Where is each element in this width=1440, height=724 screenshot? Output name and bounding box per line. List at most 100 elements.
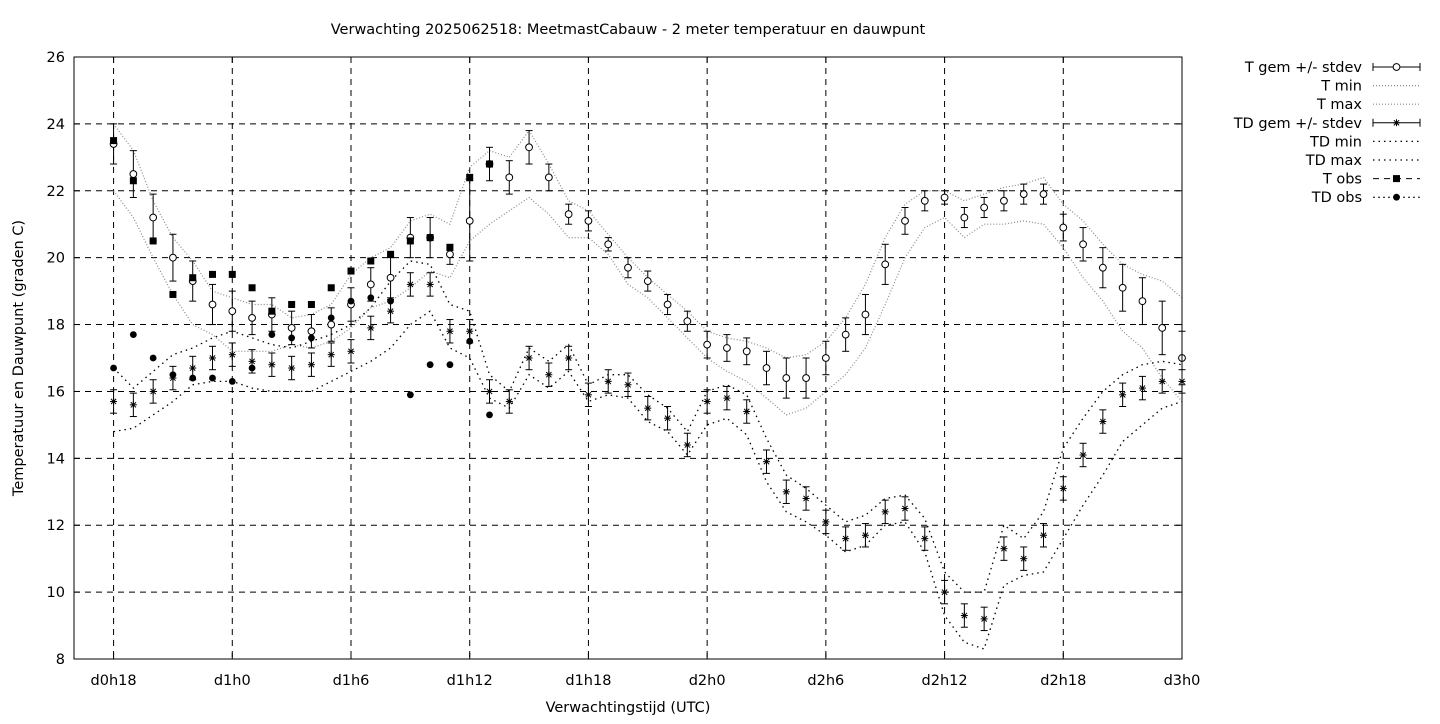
data-point [169, 371, 177, 379]
data-point [941, 588, 949, 596]
data-point [367, 294, 375, 302]
data-point [406, 280, 414, 288]
legend-label: TD min [1309, 134, 1362, 150]
data-point [327, 284, 335, 292]
data-point [881, 508, 889, 516]
data-point [149, 237, 157, 245]
data-point [544, 173, 553, 182]
data-point [169, 290, 177, 298]
y-tick-label: 26 [47, 50, 65, 66]
data-point [189, 374, 197, 382]
data-point [664, 414, 672, 422]
series-t-obs-points [110, 137, 493, 315]
data-point [624, 263, 632, 272]
series-t-max [113, 123, 1183, 359]
data-point [861, 310, 870, 319]
data-point [307, 327, 316, 336]
legend-label: T gem +/- stdev [1244, 60, 1363, 76]
data-point [308, 334, 315, 342]
data-point [347, 267, 355, 275]
data-point [228, 307, 237, 316]
data-point [1000, 196, 1008, 205]
data-point [486, 387, 493, 395]
legend-item: TD obs [1311, 190, 1420, 206]
data-point [1059, 484, 1067, 492]
data-point [465, 216, 474, 225]
legend-marker [1393, 119, 1400, 127]
y-tick-label: 20 [47, 251, 65, 267]
legend-label: TD obs [1311, 190, 1362, 206]
legend-item: T obs [1322, 172, 1420, 188]
series-td-min [113, 310, 1183, 650]
data-point [129, 331, 137, 338]
data-point [446, 327, 454, 335]
legend-item: TD min [1309, 134, 1420, 150]
data-point [703, 340, 712, 349]
data-point [307, 300, 315, 308]
y-tick-label: 18 [47, 318, 65, 334]
data-point [565, 354, 573, 362]
data-point [406, 237, 414, 245]
legend-label: TD max [1305, 153, 1363, 169]
data-point [604, 240, 613, 249]
legend-item: TD gem +/- stdev [1233, 116, 1421, 132]
data-point [268, 307, 276, 315]
data-point [248, 357, 256, 365]
data-point [1158, 377, 1166, 385]
data-point [861, 531, 869, 539]
data-series [109, 123, 1186, 632]
x-tick-label: d1h6 [333, 673, 370, 689]
data-point [1000, 545, 1008, 553]
data-point [426, 234, 434, 242]
data-point [228, 378, 236, 385]
data-point [782, 488, 790, 496]
legend-label: T min [1320, 79, 1362, 95]
data-point [110, 364, 117, 372]
data-point [129, 170, 138, 178]
data-point [248, 284, 256, 292]
data-point [327, 314, 335, 322]
data-point [1040, 531, 1047, 539]
data-point [703, 397, 711, 405]
data-point [1119, 391, 1127, 399]
data-point [110, 137, 118, 145]
legend-marker [1392, 63, 1401, 71]
data-point [1138, 297, 1147, 306]
data-point [921, 535, 929, 543]
legend: T gem +/- stdev T min T max TD gem +/- stde… [1233, 60, 1421, 206]
y-tick-label: 22 [47, 184, 65, 200]
data-point [1158, 324, 1167, 332]
data-point [1099, 418, 1107, 426]
data-point [821, 354, 830, 362]
plot-frame [73, 56, 1183, 660]
data-point [1098, 263, 1107, 272]
data-point [209, 354, 216, 362]
legend-marker [1393, 175, 1400, 183]
y-tick-label: 8 [56, 652, 65, 668]
data-point [643, 277, 652, 285]
data-point [683, 317, 692, 326]
data-point [248, 313, 256, 322]
data-point [743, 408, 751, 416]
data-point [525, 143, 533, 152]
data-point [347, 347, 355, 355]
data-point [1118, 283, 1127, 292]
data-point [287, 324, 296, 332]
data-point [466, 173, 474, 181]
data-point [466, 327, 474, 335]
data-point [920, 196, 929, 205]
y-tick-label: 24 [47, 117, 65, 133]
data-point [228, 351, 236, 359]
data-point [881, 260, 890, 269]
data-point [209, 374, 216, 382]
data-point [268, 361, 276, 369]
data-point [584, 391, 592, 399]
data-point [426, 280, 434, 288]
data-point [189, 274, 197, 282]
data-point [288, 334, 296, 342]
data-point [604, 377, 612, 385]
x-tick-label: d1h12 [447, 673, 493, 689]
y-tick-label: 16 [47, 384, 65, 400]
data-point [802, 494, 810, 502]
